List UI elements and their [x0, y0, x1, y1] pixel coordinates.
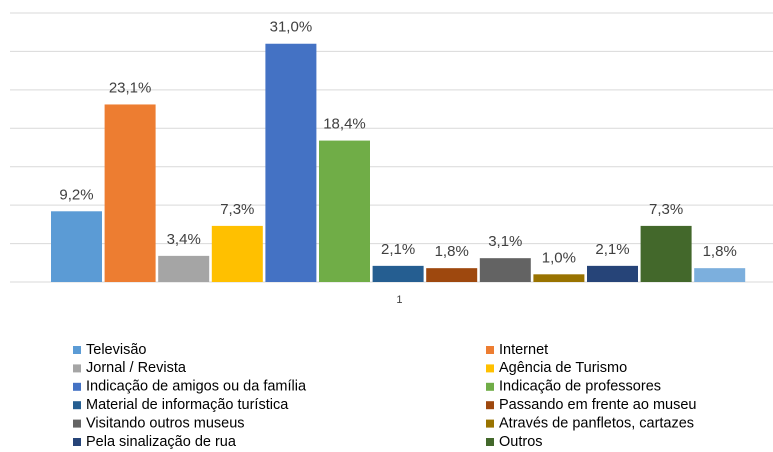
data-label: 2,1%: [595, 241, 629, 258]
legend-label: Visitando outros museus: [86, 415, 245, 431]
legend-swatch: [73, 438, 81, 446]
legend-swatch: [486, 346, 494, 354]
bar: [694, 268, 746, 282]
bar: [372, 265, 424, 282]
legend-label: Pela sinalização de rua: [86, 434, 237, 450]
data-label: 7,3%: [649, 201, 683, 218]
legend-swatch: [73, 346, 81, 354]
legend-swatch: [486, 438, 494, 446]
data-label: 3,1%: [488, 233, 522, 250]
legend-label: Indicação de amigos ou da família: [86, 379, 307, 395]
legend-swatch: [73, 364, 81, 373]
legend-swatch: [73, 401, 81, 410]
legend-label: Indicação de professores: [499, 379, 661, 395]
legend-label: Televisão: [86, 342, 146, 358]
data-label: 1,8%: [435, 243, 469, 260]
legend-label: Passando em frente ao museu: [499, 397, 696, 413]
bar: [479, 258, 531, 282]
legend-label: Agência de Turismo: [499, 360, 627, 376]
bar: [587, 265, 638, 282]
data-label: 2,1%: [381, 241, 415, 258]
bar: [104, 104, 156, 283]
legend-label: Internet: [499, 342, 548, 358]
data-label: 1,0%: [542, 249, 576, 266]
legend-label: Material de informação turística: [86, 397, 289, 413]
bar: [51, 211, 102, 282]
legend-swatch: [486, 364, 494, 373]
legend-label: Jornal / Revista: [86, 360, 187, 376]
data-label: 3,4%: [167, 231, 201, 248]
legend-swatch: [486, 419, 494, 428]
legend-swatch: [486, 401, 494, 410]
data-label: 7,3%: [220, 201, 254, 218]
legend-label: Através de panfletos, cartazes: [499, 415, 694, 431]
data-label: 18,4%: [323, 116, 366, 133]
legend-swatch: [486, 382, 494, 391]
legend-swatch: [73, 382, 81, 391]
legend-label: Outros: [499, 434, 543, 450]
bar: [533, 274, 585, 282]
data-label: 23,1%: [109, 79, 152, 96]
data-label: 1,8%: [703, 243, 737, 260]
data-label: 31,0%: [270, 19, 313, 36]
bar: [211, 225, 263, 282]
bar: [158, 255, 210, 282]
bar: [265, 43, 317, 282]
data-label: 9,2%: [59, 186, 93, 203]
bar: [640, 225, 692, 282]
bar: [426, 268, 478, 282]
legend-swatch: [73, 419, 81, 428]
x-tick-label: 1: [396, 294, 402, 306]
bar: [319, 140, 370, 282]
